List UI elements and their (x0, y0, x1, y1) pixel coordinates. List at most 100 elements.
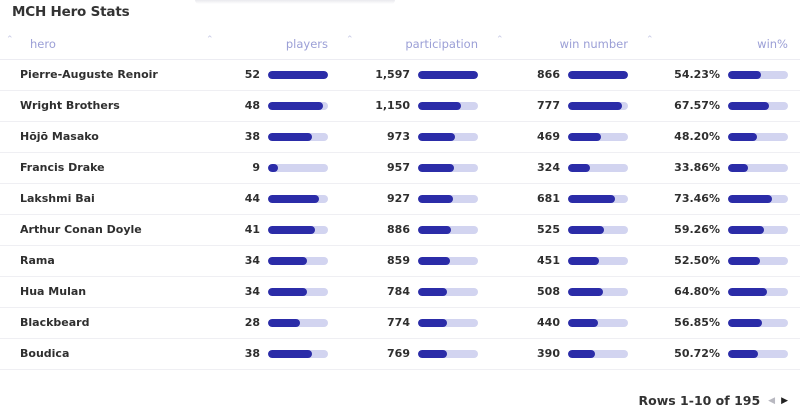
column-header-hero[interactable]: ⌃ hero (0, 29, 200, 60)
players-bar-fill (268, 163, 279, 172)
table-row[interactable]: Boudica 38 769 390 50.72% (0, 338, 800, 370)
players-cell: 9 (200, 152, 340, 184)
players-value: 44 (244, 192, 260, 205)
win-number-value: 451 (537, 254, 560, 267)
participation-value: 886 (387, 223, 410, 236)
win-number-bar (568, 194, 628, 203)
participation-bar (418, 287, 478, 296)
win-pct-cell: 73.46% (640, 183, 800, 215)
hero-name-cell: Lakshmi Bai (0, 183, 200, 215)
participation-bar-fill (418, 256, 451, 265)
column-header-win-pct[interactable]: ⌃ win% (640, 29, 800, 60)
column-header-win-number[interactable]: ⌃ win number (490, 29, 640, 60)
table-row[interactable]: Rama 34 859 451 52.50% (0, 245, 800, 277)
hero-name-cell: Rama (0, 245, 200, 277)
players-bar (268, 132, 328, 141)
win-number-value: 866 (537, 68, 560, 81)
participation-cell: 774 (340, 307, 490, 339)
participation-value: 957 (387, 161, 410, 174)
win-number-value: 777 (537, 99, 560, 112)
participation-value: 784 (387, 285, 410, 298)
participation-cell: 1,597 (340, 59, 490, 91)
win-pct-value: 64.80% (674, 285, 720, 298)
win-pct-bar-fill (728, 101, 769, 110)
win-number-value: 390 (537, 347, 560, 360)
win-pct-value: 50.72% (674, 347, 720, 360)
table-row[interactable]: Hua Mulan 34 784 508 64.80% (0, 276, 800, 308)
players-bar (268, 101, 328, 110)
win-number-bar-fill (568, 287, 604, 296)
win-number-cell: 440 (490, 307, 640, 339)
column-header-players[interactable]: ⌃ players (200, 29, 340, 60)
participation-value: 927 (387, 192, 410, 205)
participation-bar (418, 225, 478, 234)
players-bar (268, 349, 328, 358)
win-number-value: 469 (537, 130, 560, 143)
participation-bar-fill (418, 101, 462, 110)
page-title: MCH Hero Stats (12, 4, 130, 20)
win-pct-cell: 48.20% (640, 121, 800, 153)
table-row[interactable]: Pierre-Auguste Renoir 52 1,597 866 54.23% (0, 59, 800, 91)
participation-bar (418, 194, 478, 203)
sort-caret-icon: ⌃ (206, 35, 214, 45)
win-number-bar-fill (568, 256, 600, 265)
participation-cell: 957 (340, 152, 490, 184)
win-pct-bar (728, 349, 788, 358)
win-number-value: 324 (537, 161, 560, 174)
win-pct-bar-fill (728, 256, 760, 265)
participation-cell: 784 (340, 276, 490, 308)
table-row[interactable]: Blackbeard 28 774 440 56.85% (0, 307, 800, 339)
win-pct-bar (728, 256, 788, 265)
win-number-bar-fill (568, 101, 622, 110)
win-number-bar-fill (568, 349, 595, 358)
participation-cell: 859 (340, 245, 490, 277)
win-pct-value: 52.50% (674, 254, 720, 267)
win-number-bar-fill (568, 163, 591, 172)
win-pct-cell: 64.80% (640, 276, 800, 308)
participation-bar (418, 132, 478, 141)
next-page-icon[interactable]: ▶ (781, 395, 788, 406)
win-pct-value: 59.26% (674, 223, 720, 236)
participation-value: 769 (387, 347, 410, 360)
hero-name-cell: Pierre-Auguste Renoir (0, 59, 200, 91)
win-number-cell: 681 (490, 183, 640, 215)
players-bar (268, 318, 328, 327)
players-bar (268, 287, 328, 296)
win-number-cell: 451 (490, 245, 640, 277)
table-row[interactable]: Arthur Conan Doyle 41 886 525 59.26% (0, 214, 800, 246)
win-pct-value: 48.20% (674, 130, 720, 143)
table-row[interactable]: Lakshmi Bai 44 927 681 73.46% (0, 183, 800, 215)
players-cell: 52 (200, 59, 340, 91)
win-pct-bar (728, 318, 788, 327)
hero-name-cell: Francis Drake (0, 152, 200, 184)
table-row[interactable]: Francis Drake 9 957 324 33.86% (0, 152, 800, 184)
win-pct-bar (728, 163, 788, 172)
win-pct-bar-fill (728, 318, 763, 327)
participation-bar-fill (418, 163, 454, 172)
participation-bar (418, 318, 478, 327)
players-bar (268, 194, 328, 203)
prev-page-icon[interactable]: ◀ (768, 395, 776, 406)
win-pct-bar (728, 225, 788, 234)
win-number-bar (568, 132, 628, 141)
players-value: 48 (244, 99, 260, 112)
win-number-value: 508 (537, 285, 560, 298)
participation-bar (418, 349, 478, 358)
participation-cell: 927 (340, 183, 490, 215)
win-pct-cell: 67.57% (640, 90, 800, 122)
participation-cell: 973 (340, 121, 490, 153)
win-number-value: 681 (537, 192, 560, 205)
win-pct-bar (728, 287, 788, 296)
players-bar (268, 70, 328, 79)
table-row[interactable]: Hōjō Masako 38 973 469 48.20% (0, 121, 800, 153)
win-number-value: 525 (537, 223, 560, 236)
column-header-participation[interactable]: ⌃ participation (340, 29, 490, 60)
win-pct-cell: 54.23% (640, 59, 800, 91)
win-number-bar (568, 225, 628, 234)
pagination: Rows 1-10 of 195 ◀ ▶ (639, 393, 789, 408)
participation-value: 973 (387, 130, 410, 143)
players-bar-fill (268, 101, 324, 110)
table-row[interactable]: Wright Brothers 48 1,150 777 67.57% (0, 90, 800, 122)
players-bar-fill (268, 194, 319, 203)
win-pct-bar (728, 101, 788, 110)
